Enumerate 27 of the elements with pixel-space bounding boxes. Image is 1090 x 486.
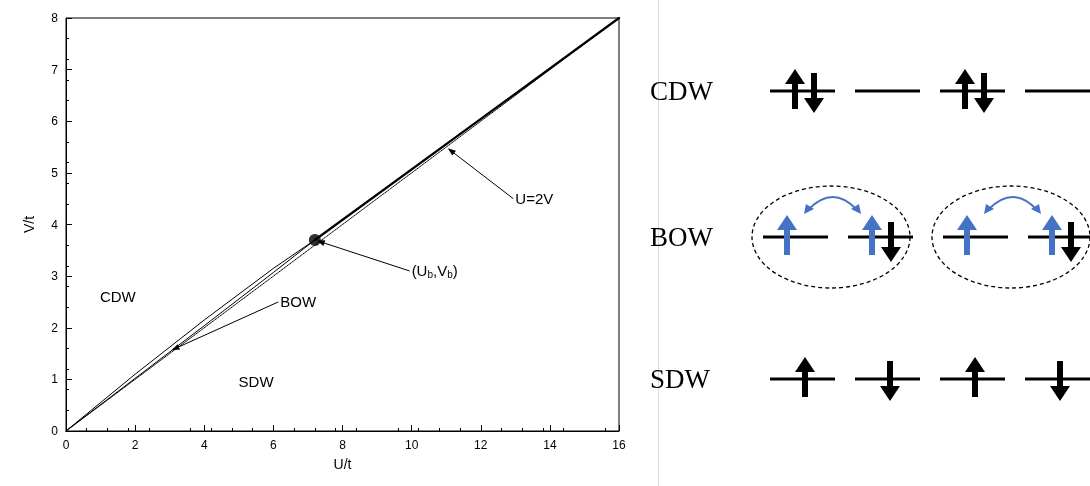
y-axis-title: V/t: [21, 215, 37, 234]
x-tick-label: 10: [404, 438, 419, 452]
y-tick-label: 0: [51, 424, 59, 438]
y-tick-label: 2: [51, 320, 59, 335]
y-tick-label: 7: [51, 62, 59, 77]
y-tick-label: 3: [51, 269, 59, 284]
y-tick-label: 5: [51, 165, 59, 180]
y-tick-label: 6: [51, 114, 59, 129]
annotation: SDW: [238, 373, 275, 391]
y-tick-label: 1: [51, 372, 59, 387]
annotation: BOW: [280, 293, 317, 311]
text: BOW: [650, 222, 714, 252]
text: CDW: [650, 76, 714, 106]
y-tick-label: 8: [51, 11, 59, 25]
x-tick-label: 6: [270, 438, 278, 452]
text: SDW: [650, 364, 711, 394]
x-tick-label: 16: [612, 438, 626, 452]
x-tick-label: 8: [339, 438, 347, 452]
x-tick-label: 0: [62, 438, 70, 452]
x-axis-title: U/t: [333, 456, 352, 472]
annotation: CDW: [99, 288, 137, 306]
x-tick-label: 14: [543, 438, 557, 452]
x-tick-label: 2: [131, 438, 139, 452]
y-tick-label: 4: [51, 217, 59, 232]
annotation: U=2V: [515, 190, 554, 208]
x-tick-label: 4: [200, 438, 208, 452]
x-tick-label: 12: [474, 438, 488, 452]
